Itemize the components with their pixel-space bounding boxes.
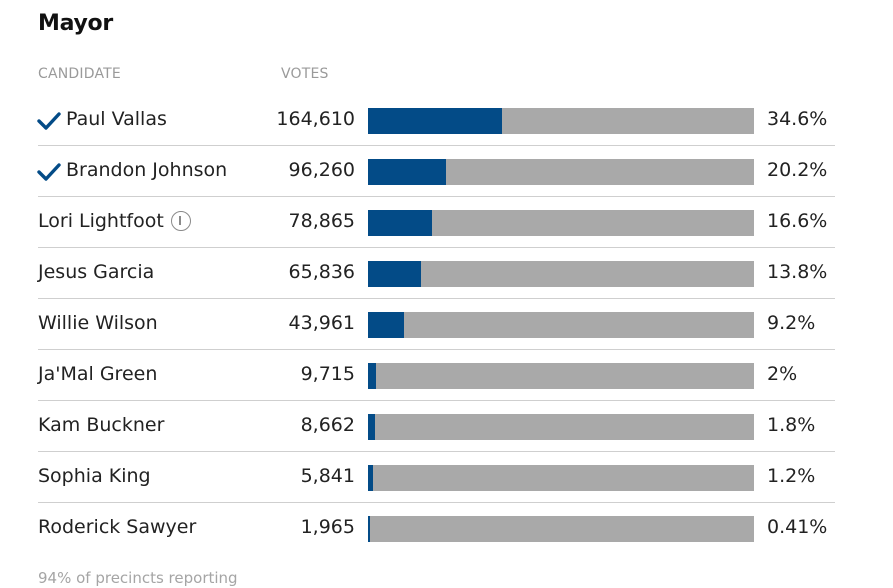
result-row: Roderick Sawyer 1,965 0.41% [0, 503, 893, 554]
vote-percent: 9.2% [767, 312, 816, 334]
candidate-column-header: CANDIDATE [38, 66, 121, 82]
vote-bar-track [368, 210, 754, 236]
row-divider [38, 247, 835, 248]
vote-bar [368, 363, 376, 389]
vote-bar-track [368, 414, 754, 440]
candidate-name: Lori Lightfoot [38, 210, 191, 232]
vote-percent: 1.8% [767, 414, 816, 436]
candidate-name-label: Kam Buckner [38, 414, 165, 436]
vote-percent: 16.6% [767, 210, 828, 232]
candidate-name-label: Lori Lightfoot [38, 210, 164, 232]
candidate-name: Brandon Johnson [66, 159, 227, 181]
vote-percent: 20.2% [767, 159, 828, 181]
candidate-name: Ja'Mal Green [38, 363, 157, 385]
candidate-name-label: Ja'Mal Green [38, 363, 158, 385]
vote-bar [368, 210, 433, 236]
vote-bar [368, 108, 502, 134]
vote-count: 9,715 [300, 363, 355, 385]
candidate-name: Roderick Sawyer [38, 516, 196, 538]
result-row: Sophia King 5,841 1.2% [0, 452, 893, 503]
candidate-name-label: Jesus Garcia [38, 261, 155, 283]
vote-bar [368, 465, 373, 491]
row-divider [38, 400, 835, 401]
vote-count: 5,841 [300, 465, 355, 487]
vote-count: 65,836 [288, 261, 355, 283]
vote-percent: 13.8% [767, 261, 828, 283]
vote-bar [368, 159, 446, 185]
candidate-name: Paul Vallas [66, 108, 167, 130]
result-row: Jesus Garcia 65,836 13.8% [0, 248, 893, 299]
row-divider [38, 349, 835, 350]
vote-bar-track [368, 261, 754, 287]
vote-bar [368, 312, 404, 338]
vote-bar-track [368, 108, 754, 134]
vote-count: 8,662 [300, 414, 355, 436]
row-divider [38, 298, 835, 299]
checkmark-icon [37, 163, 61, 181]
candidate-name: Jesus Garcia [38, 261, 154, 283]
result-row: Ja'Mal Green 9,715 2% [0, 350, 893, 401]
candidate-name-label: Sophia King [38, 465, 151, 487]
vote-percent: 34.6% [767, 108, 828, 130]
candidate-name: Sophia King [38, 465, 151, 487]
vote-count: 43,961 [288, 312, 355, 334]
result-row: Kam Buckner 8,662 1.8% [0, 401, 893, 452]
candidate-name-label: Brandon Johnson [66, 159, 228, 181]
row-divider [38, 196, 835, 197]
vote-bar-track [368, 516, 754, 542]
row-divider [38, 145, 835, 146]
candidate-name: Kam Buckner [38, 414, 164, 436]
vote-count: 164,610 [276, 108, 355, 130]
vote-bar-track [368, 159, 754, 185]
vote-count: 1,965 [300, 516, 355, 538]
vote-count: 78,865 [288, 210, 355, 232]
vote-bar [368, 516, 370, 542]
result-row: Willie Wilson 43,961 9.2% [0, 299, 893, 350]
vote-count: 96,260 [288, 159, 355, 181]
precincts-reporting: 94% of precincts reporting [38, 569, 238, 587]
candidate-name-label: Roderick Sawyer [38, 516, 197, 538]
vote-bar-track [368, 312, 754, 338]
checkmark-icon [37, 112, 61, 130]
vote-bar-track [368, 465, 754, 491]
info-icon[interactable] [170, 211, 191, 231]
race-title: Mayor [38, 11, 113, 36]
vote-percent: 2% [767, 363, 798, 385]
vote-percent: 1.2% [767, 465, 816, 487]
vote-bar-track [368, 363, 754, 389]
candidate-name-label: Paul Vallas [66, 108, 167, 130]
vote-bar [368, 261, 422, 287]
row-divider [38, 451, 835, 452]
result-row: Brandon Johnson 96,260 20.2% [0, 146, 893, 197]
vote-bar [368, 414, 375, 440]
row-divider [38, 502, 835, 503]
result-row: Lori Lightfoot 78,865 16.6% [0, 197, 893, 248]
vote-percent: 0.41% [767, 516, 828, 538]
result-row: Paul Vallas 164,610 34.6% [0, 95, 893, 146]
candidate-name-label: Willie Wilson [38, 312, 158, 334]
candidate-name: Willie Wilson [38, 312, 158, 334]
votes-column-header: VOTES [281, 66, 329, 82]
